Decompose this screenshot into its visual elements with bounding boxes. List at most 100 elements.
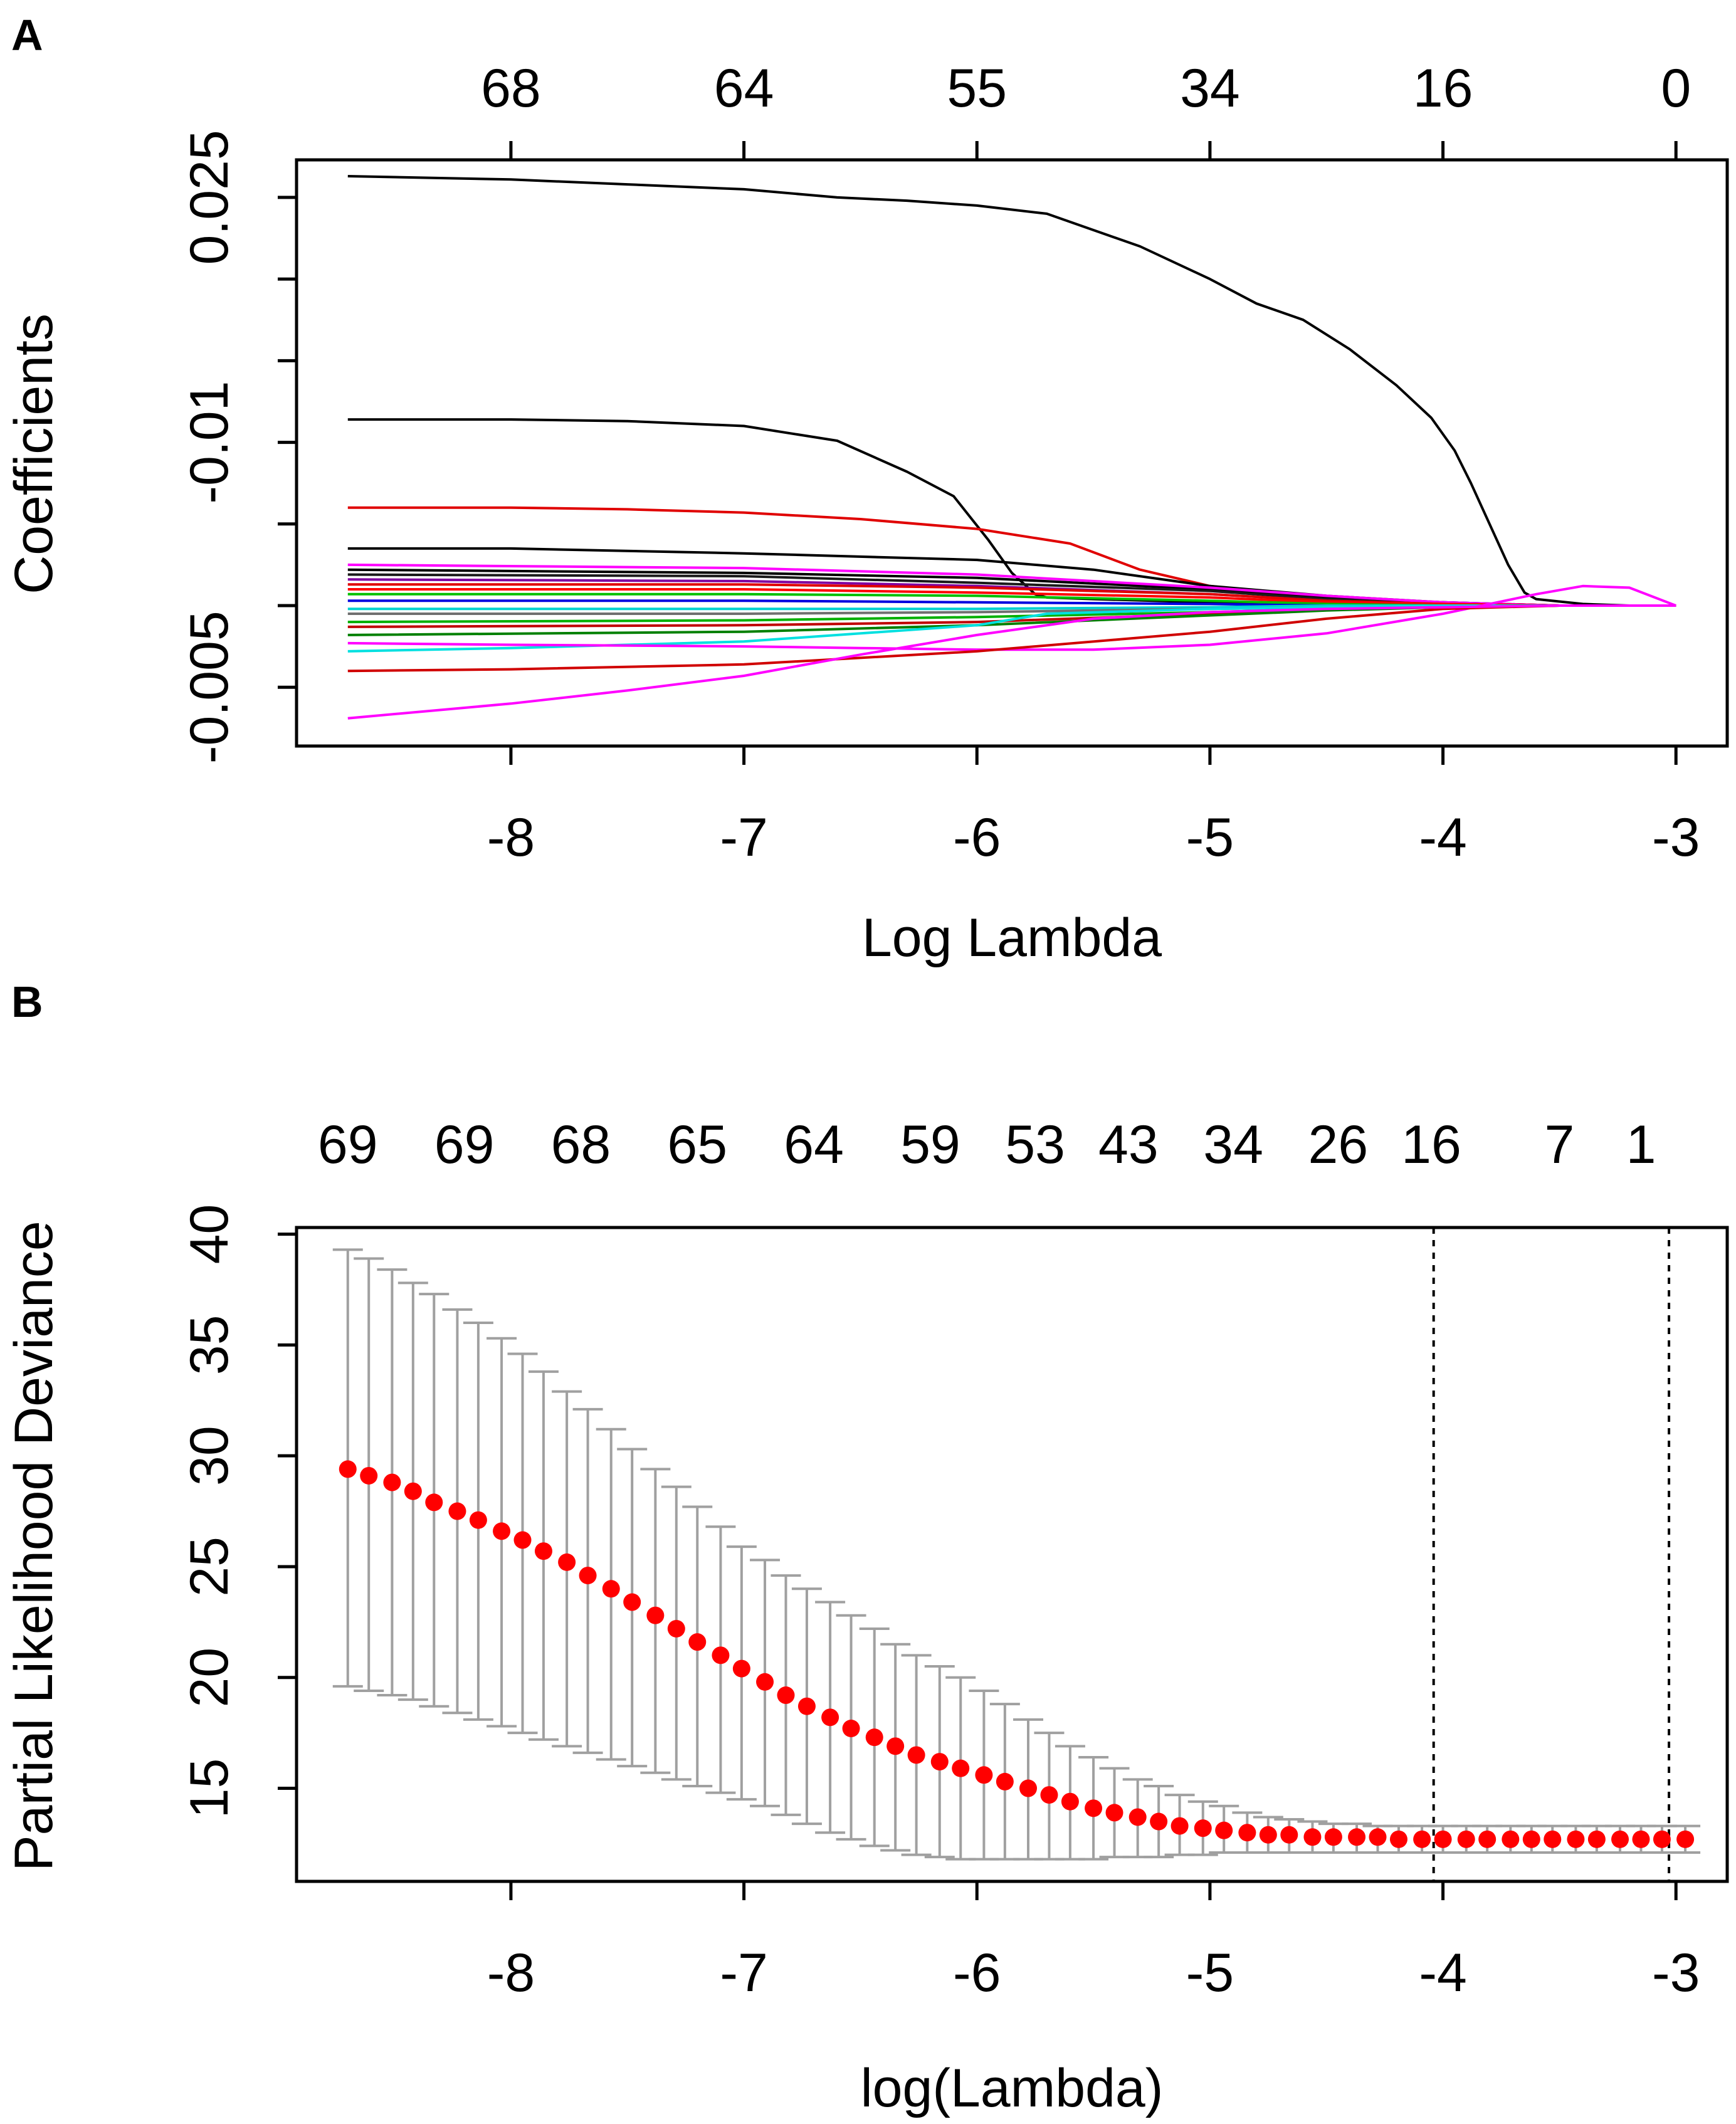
x-tick-label-a: -7 (720, 807, 767, 868)
x-tick-label-b: -4 (1419, 1943, 1466, 2003)
deviance-point (602, 1580, 620, 1598)
y-tick-label-b: 20 (179, 1648, 239, 1708)
top-count-label-b: 16 (1401, 1115, 1461, 1175)
deviance-point (667, 1619, 685, 1638)
deviance-point (646, 1606, 665, 1624)
top-tick-label-a: 34 (1180, 58, 1240, 118)
deviance-point (1611, 1830, 1629, 1848)
deviance-point (1567, 1830, 1585, 1848)
x-tick-label-b: -8 (487, 1943, 535, 2003)
deviance-point (1369, 1828, 1387, 1846)
deviance-point (623, 1593, 641, 1611)
x-tick-label-a: -8 (487, 807, 535, 868)
deviance-point (1085, 1799, 1103, 1817)
y-tick-label-a: 0.025 (179, 130, 239, 265)
deviance-point (1348, 1828, 1366, 1846)
top-count-label-b: 65 (667, 1115, 727, 1175)
deviance-point (383, 1473, 401, 1491)
deviance-point (1434, 1830, 1452, 1848)
deviance-point (513, 1531, 532, 1549)
top-count-label-b: 68 (551, 1115, 611, 1175)
plot-frame-b (295, 1226, 1729, 1883)
y-tick-label-a: -0.01 (179, 381, 239, 504)
deviance-point (886, 1737, 905, 1755)
deviance-point (360, 1466, 378, 1485)
x-tick-label-b: -3 (1652, 1943, 1700, 2003)
deviance-point (1522, 1830, 1540, 1848)
deviance-point (975, 1766, 993, 1784)
top-count-label-b: 69 (318, 1115, 378, 1175)
y-tick-label-b: 15 (179, 1759, 239, 1819)
x-axis-title-a: Log Lambda (862, 908, 1162, 968)
deviance-point (952, 1759, 970, 1777)
coef-line-var1 (347, 175, 1676, 607)
deviance-point (1389, 1830, 1407, 1848)
deviance-point (1413, 1830, 1431, 1848)
deviance-point (1478, 1830, 1497, 1848)
deviance-point (821, 1708, 839, 1727)
x-tick-label-b: -6 (953, 1943, 1001, 2003)
deviance-point (777, 1686, 795, 1705)
deviance-point (907, 1746, 925, 1764)
deviance-point (1170, 1817, 1189, 1835)
deviance-point (1544, 1830, 1562, 1848)
top-count-label-b: 7 (1544, 1115, 1574, 1175)
coef-line-var21 (347, 604, 1676, 720)
deviance-point (404, 1482, 422, 1500)
top-count-label-b: 26 (1308, 1115, 1368, 1175)
y-tick-label-b: 35 (179, 1315, 239, 1375)
deviance-point (1194, 1819, 1212, 1837)
x-tick-label-b: -7 (720, 1943, 767, 2003)
deviance-point (493, 1522, 511, 1540)
coefficient-lines (347, 175, 1676, 720)
top-tick-label-a: 64 (714, 58, 774, 118)
y-tick-label-a: -0.005 (179, 611, 239, 764)
deviance-point (1280, 1826, 1298, 1844)
deviance-point (425, 1493, 443, 1512)
deviance-point (1303, 1828, 1322, 1846)
deviance-point (534, 1542, 552, 1560)
deviance-point (712, 1646, 730, 1664)
top-count-label-b: 34 (1203, 1115, 1263, 1175)
deviance-point (1215, 1821, 1233, 1839)
top-count-label-b: 59 (900, 1115, 960, 1175)
top-tick-label-a: 0 (1661, 58, 1691, 118)
deviance-point (558, 1553, 576, 1571)
deviance-point (842, 1720, 860, 1738)
deviance-point (339, 1460, 357, 1478)
top-count-label-b: 64 (784, 1115, 844, 1175)
top-tick-label-a: 55 (947, 58, 1007, 118)
y-tick-label-b: 40 (179, 1204, 239, 1264)
axes-a: -8 -7 -6 -5 -4 -3 68 64 55 34 16 0 -0.005 -0.01 0.025 (179, 58, 1700, 868)
x-tick-label-a: -5 (1186, 807, 1234, 868)
deviance-point (1259, 1826, 1277, 1844)
deviance-point (1653, 1830, 1671, 1848)
top-tick-label-a: 68 (481, 58, 541, 118)
deviance-point (930, 1753, 949, 1771)
deviance-point (1105, 1804, 1123, 1822)
top-tick-label-a: 16 (1413, 58, 1473, 118)
plot-frame-a (295, 158, 1729, 748)
x-axis-title-b: log(Lambda) (861, 2058, 1164, 2118)
y-tick-label-b: 30 (179, 1426, 239, 1486)
coef-line-var3 (347, 506, 1676, 607)
deviance-point (469, 1511, 487, 1529)
lambda-reference-lines (1432, 1228, 1671, 1881)
deviance-point (688, 1633, 707, 1651)
y-axis-title-a: Coefficients (4, 313, 64, 594)
top-count-label-b: 1 (1626, 1115, 1656, 1175)
deviance-point (1457, 1830, 1475, 1848)
deviance-point (1061, 1792, 1079, 1811)
panel-b-cross-validation: -8 -7 -6 -5 -4 -3 15 20 25 30 35 40 69 69 68 65 64 59 53 43… (4, 1115, 1729, 2118)
top-count-label-b: 69 (434, 1115, 495, 1175)
top-count-label-b: 53 (1005, 1115, 1065, 1175)
deviance-point (1632, 1830, 1650, 1848)
deviance-point (1502, 1830, 1520, 1848)
deviance-point (1676, 1830, 1695, 1848)
deviance-point (579, 1567, 597, 1585)
deviance-point (1238, 1824, 1256, 1842)
panel-b-label: B (11, 977, 43, 1026)
x-tick-label-a: -3 (1652, 807, 1700, 868)
deviance-point (1587, 1830, 1606, 1848)
